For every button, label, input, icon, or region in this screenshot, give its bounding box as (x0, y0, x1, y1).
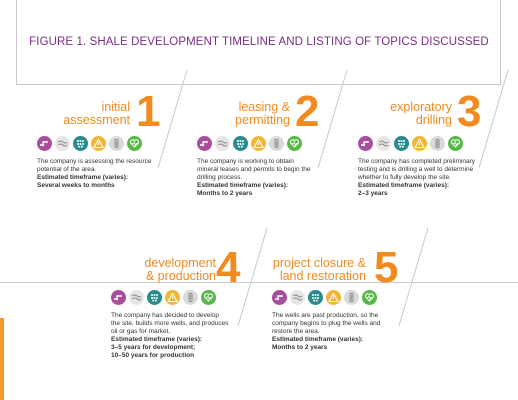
stage-description: The company has completed preliminary te… (358, 158, 476, 198)
air-icon (129, 290, 144, 305)
stage-number: 2 (295, 87, 320, 136)
right-margin-rule (500, 0, 501, 85)
heart-icon (448, 136, 463, 151)
stage-label: leasing & permitting (235, 100, 290, 127)
stage-label: development & production (144, 256, 216, 283)
timeframe-value: Several weeks to months (37, 182, 115, 189)
description-text: The company is working to obtain mineral… (197, 158, 311, 181)
timeframe-label: Estimated timeframe (varies): (197, 182, 289, 189)
topic-icons (197, 136, 305, 151)
accent-bar (0, 318, 4, 400)
timeframe-value: 3–5 years for development; 10–50 years f… (111, 344, 196, 359)
stage-number: 5 (374, 243, 399, 292)
stage-description: The company is assessing the resource po… (37, 158, 155, 190)
pump-icon (430, 136, 445, 151)
stage-description: The company is working to obtain mineral… (197, 158, 315, 198)
warning-icon (251, 136, 266, 151)
pump-icon (269, 136, 284, 151)
description-text: The wells are past production, so the co… (272, 312, 381, 335)
pump-icon (109, 136, 124, 151)
diagonal-divider (157, 69, 188, 169)
topic-icons (358, 136, 466, 151)
air-icon (55, 136, 70, 151)
warning-icon (91, 136, 106, 151)
stage-label: exploratory drilling (390, 100, 452, 127)
figure-title: FIGURE 1. SHALE DEVELOPMENT TIMELINE AND… (29, 36, 489, 48)
pump-icon (183, 290, 198, 305)
middle-divider (0, 282, 518, 283)
pump-icon (344, 290, 359, 305)
diagonal-divider (317, 69, 348, 169)
heart-icon (201, 290, 216, 305)
pipeline-icon (37, 136, 52, 151)
heart-icon (127, 136, 142, 151)
diagonal-divider (478, 69, 509, 169)
air-icon (290, 290, 305, 305)
top-divider (16, 84, 501, 85)
pipeline-icon (197, 136, 212, 151)
timeframe-label: Estimated timeframe (varies): (111, 336, 203, 343)
stage-description: The company has decided to develop the s… (111, 312, 229, 360)
water-drops-icon (73, 136, 88, 151)
heart-icon (362, 290, 377, 305)
timeframe-label: Estimated timeframe (varies): (358, 182, 450, 189)
water-drops-icon (394, 136, 409, 151)
stage-label: project closure & land restoration (272, 256, 366, 283)
pipeline-icon (272, 290, 287, 305)
topic-icons (272, 290, 380, 305)
water-drops-icon (233, 136, 248, 151)
timeframe-value: 2–3 years (358, 190, 388, 197)
topic-icons (37, 136, 145, 151)
pipeline-icon (111, 290, 126, 305)
stage-number: 1 (136, 87, 161, 136)
warning-icon (326, 290, 341, 305)
warning-icon (412, 136, 427, 151)
water-drops-icon (147, 290, 162, 305)
pipeline-icon (358, 136, 373, 151)
water-drops-icon (308, 290, 323, 305)
timeframe-value: Months to 2 years (272, 344, 328, 351)
timeframe-value: Months to 2 years (197, 190, 253, 197)
air-icon (376, 136, 391, 151)
stage-number: 3 (457, 87, 482, 136)
diagonal-divider (398, 227, 429, 327)
stage-label: initial assessment (63, 100, 130, 127)
topic-icons (111, 290, 219, 305)
description-text: The company has decided to develop the s… (111, 312, 229, 335)
description-text: The company is assessing the resource po… (37, 158, 152, 173)
timeframe-label: Estimated timeframe (varies): (37, 174, 129, 181)
heart-icon (287, 136, 302, 151)
air-icon (215, 136, 230, 151)
diagonal-divider (237, 227, 268, 327)
left-margin-rule (16, 0, 17, 85)
timeframe-label: Estimated timeframe (varies): (272, 336, 364, 343)
description-text: The company has completed preliminary te… (358, 158, 476, 181)
warning-icon (165, 290, 180, 305)
stage-number: 4 (216, 243, 241, 292)
stage-description: The wells are past production, so the co… (272, 312, 390, 352)
